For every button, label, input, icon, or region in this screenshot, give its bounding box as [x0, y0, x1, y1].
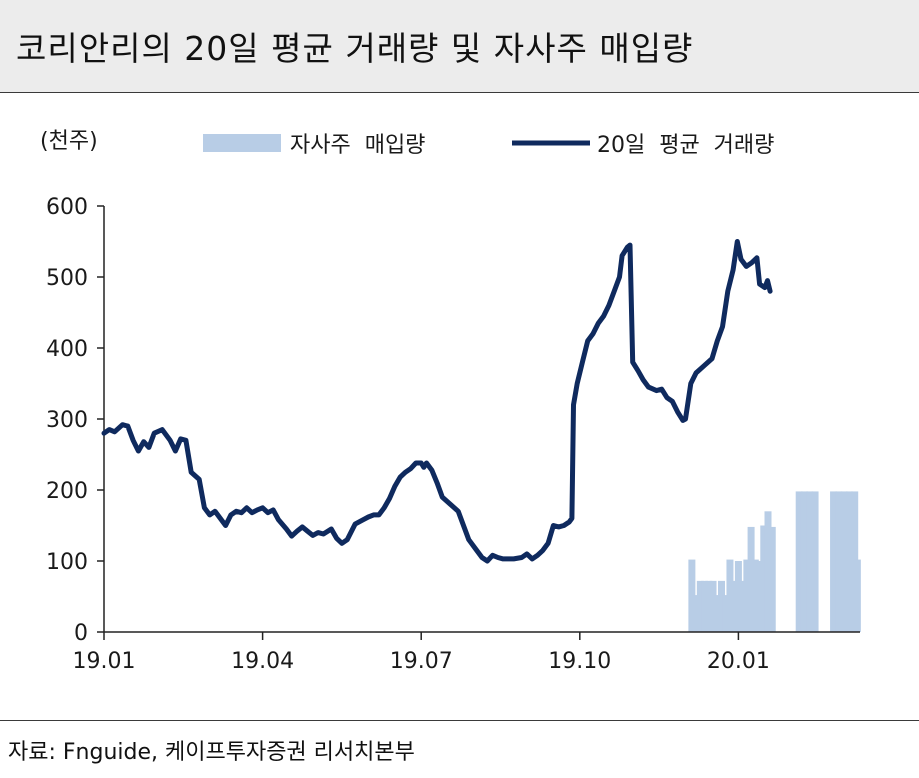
bar — [795, 491, 803, 632]
bar — [692, 595, 700, 632]
bar — [688, 559, 696, 632]
bar — [835, 491, 843, 632]
y-tick-label: 100 — [46, 550, 88, 575]
bar — [743, 559, 751, 632]
y-tick-label: 400 — [46, 337, 88, 362]
legend-bar-label: 자사주 매입량 — [290, 133, 425, 158]
bar — [713, 595, 721, 632]
x-tick-label: 19.04 — [231, 649, 294, 674]
line-series — [101, 239, 773, 564]
bar — [696, 580, 704, 632]
bar — [800, 491, 808, 632]
bar — [760, 525, 768, 632]
x-tick-label: 19.07 — [390, 649, 453, 674]
y-unit-label: (천주) — [40, 129, 98, 154]
y-tick-label: 600 — [46, 195, 88, 220]
bar — [853, 559, 861, 632]
bar — [726, 559, 734, 632]
bar — [734, 561, 742, 632]
legend-bar-swatch — [203, 134, 281, 152]
title-bar: 코리안리의 20일 평균 거래량 및 자사주 매입량 — [0, 0, 919, 93]
axes: 0 100 200 300 400 500 600 19.01 19.04 19.07 19.10 2… — [46, 195, 860, 674]
bar — [717, 580, 725, 632]
y-tick-label: 0 — [74, 621, 88, 646]
chart-title: 코리안리의 20일 평균 거래량 및 자사주 매입량 — [16, 29, 694, 68]
x-tick-label: 19.01 — [73, 649, 136, 674]
bar — [709, 580, 717, 632]
bar — [768, 526, 776, 632]
chart: (천주) 자사주 매입량 20일 평균 거래량 0 100 200 300 400 500… — [40, 129, 861, 674]
bar — [811, 491, 819, 632]
bar — [747, 526, 755, 632]
bar — [845, 491, 853, 632]
bar — [730, 580, 738, 632]
bar — [806, 491, 814, 632]
y-tick-label: 300 — [46, 408, 88, 433]
x-tick-label: 20.01 — [707, 649, 770, 674]
y-tick-label: 200 — [46, 479, 88, 504]
legend: 자사주 매입량 20일 평균 거래량 — [203, 133, 774, 158]
x-tick-label: 19.10 — [548, 649, 611, 674]
bar — [840, 491, 848, 632]
footer-divider — [0, 720, 919, 721]
bar — [830, 491, 838, 632]
bar — [756, 561, 764, 632]
bar — [764, 511, 772, 632]
bar-series — [688, 491, 861, 632]
bar — [701, 580, 709, 632]
y-tick-label: 500 — [46, 266, 88, 291]
bar — [739, 580, 747, 632]
bar — [751, 559, 759, 632]
bar — [722, 595, 730, 632]
bar — [705, 580, 713, 632]
source-note: 자료: Fnguide, 케이프투자증권 리서치본부 — [8, 740, 415, 765]
legend-line-label: 20일 평균 거래량 — [597, 133, 774, 158]
